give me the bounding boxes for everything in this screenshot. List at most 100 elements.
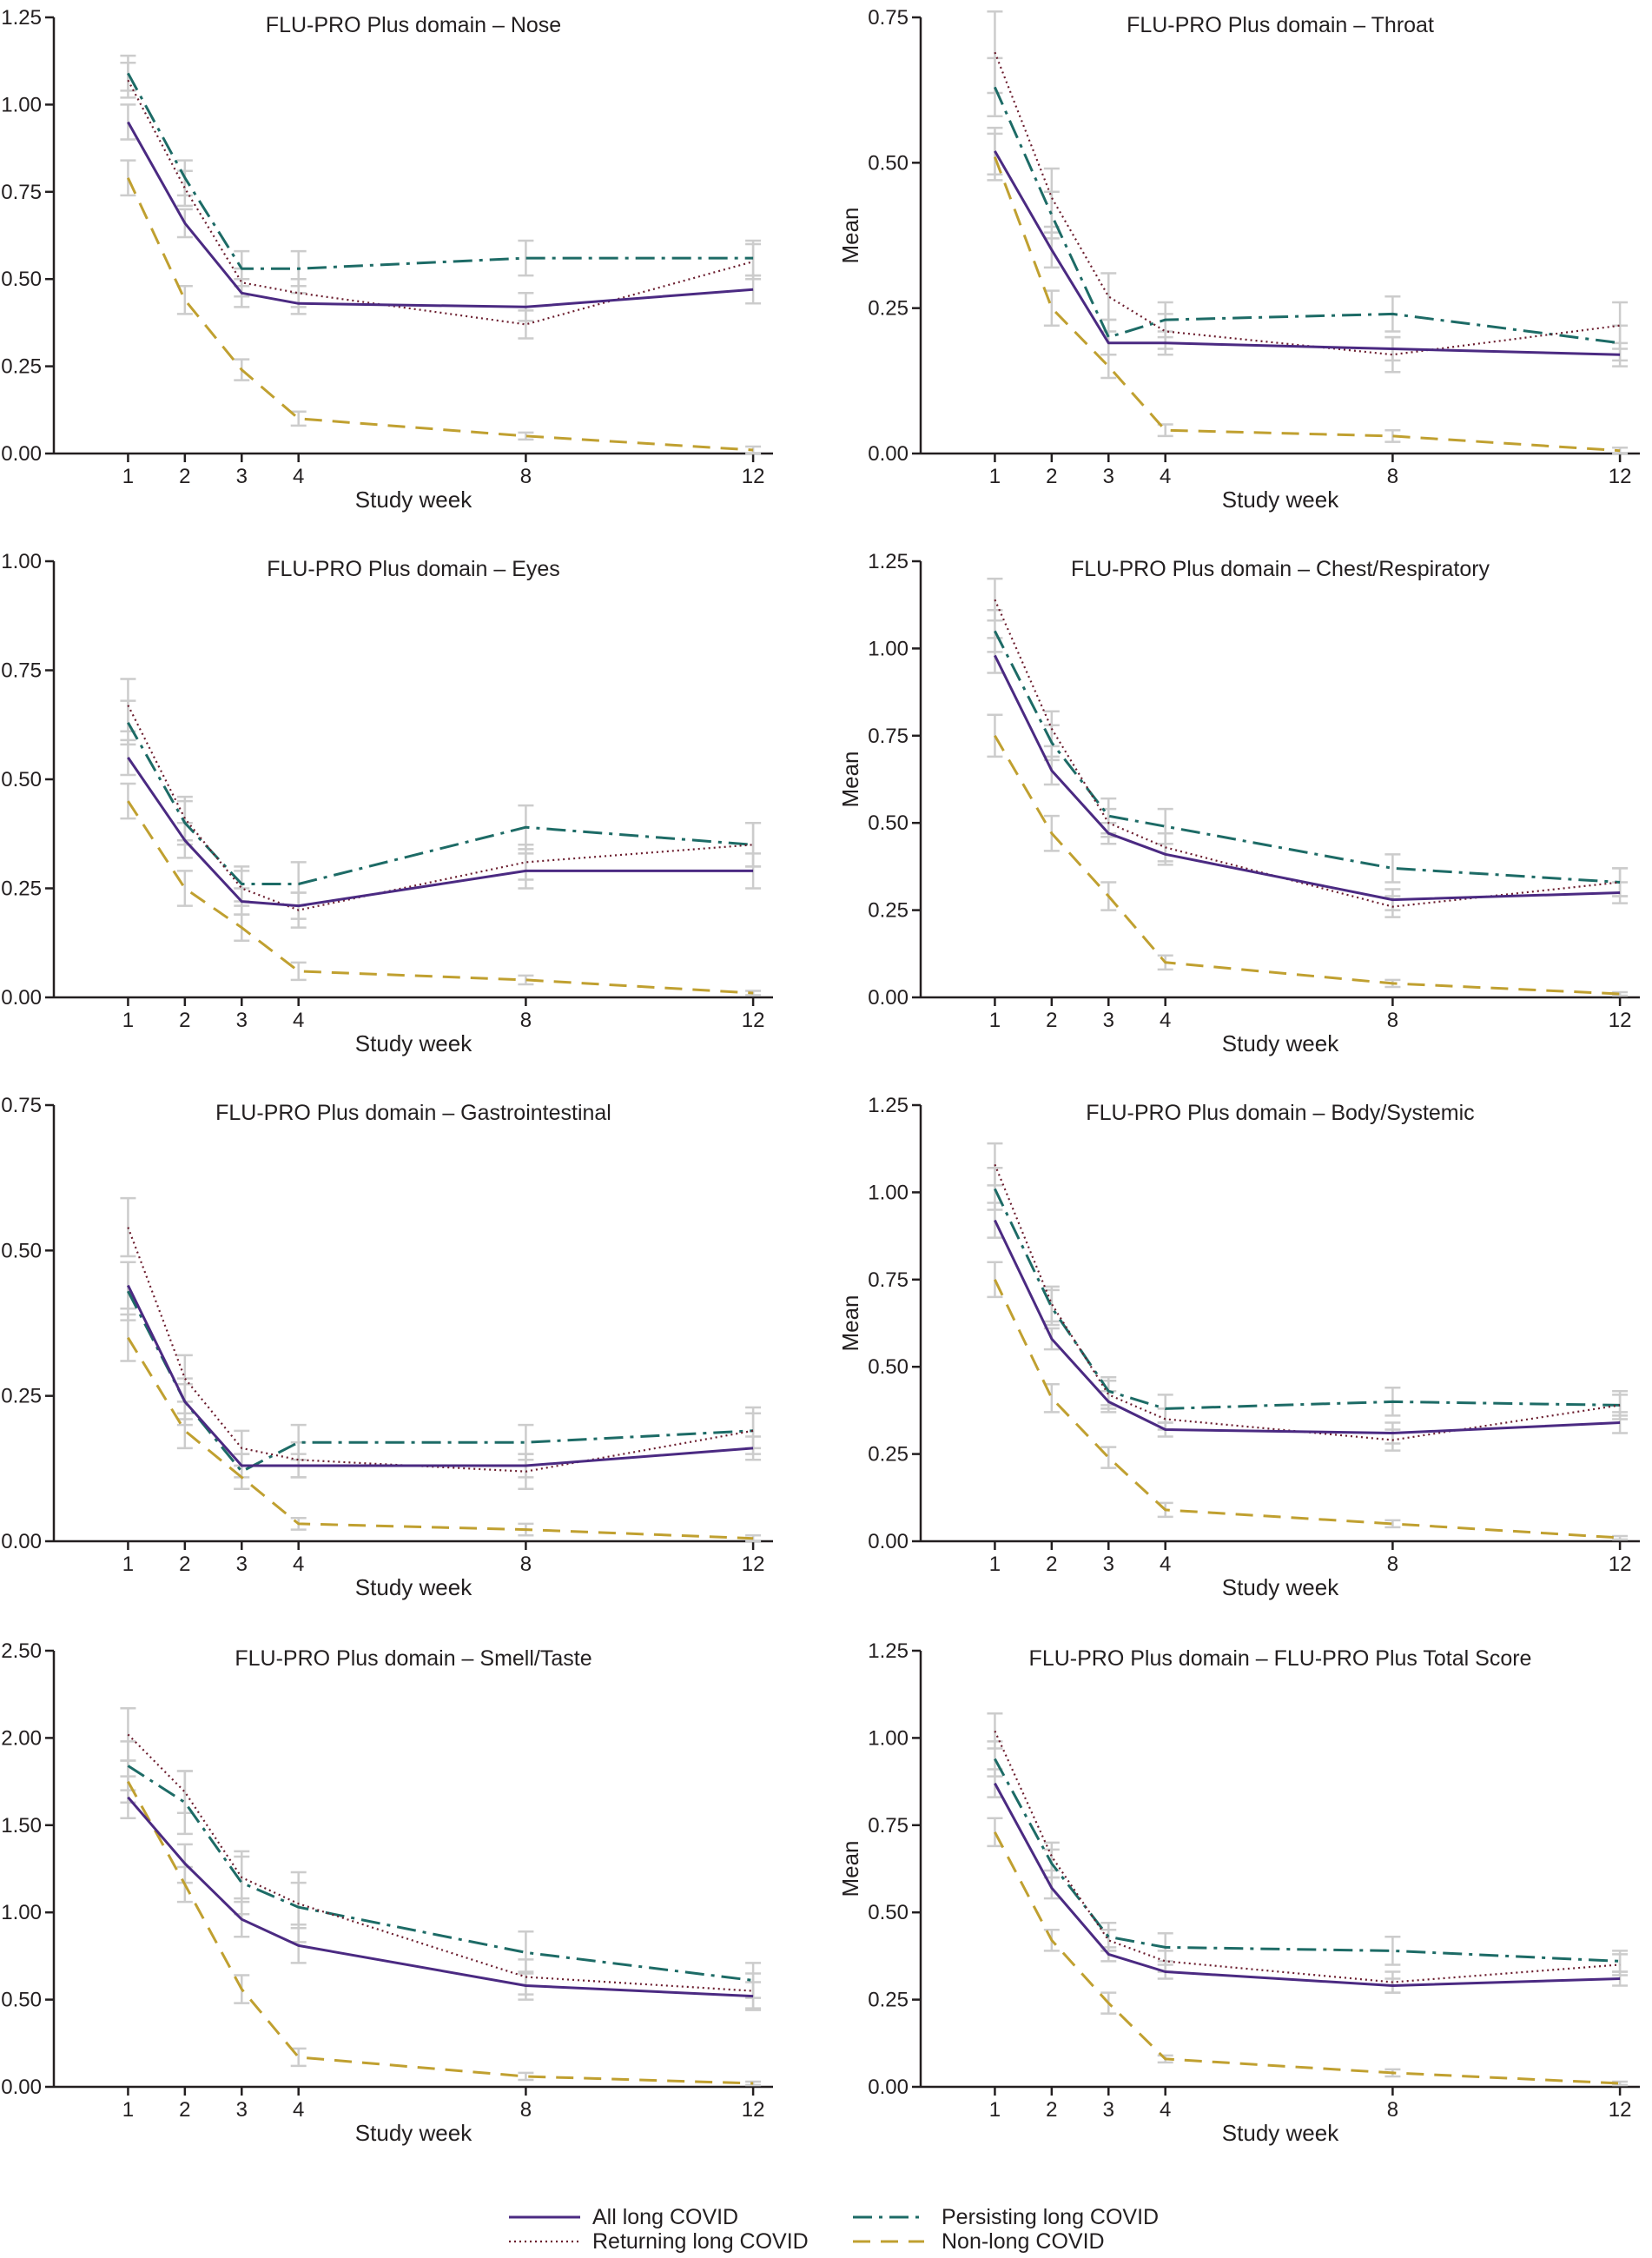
series-line <box>994 630 1621 884</box>
panel-title: FLU-PRO Plus domain – Eyes <box>267 557 560 581</box>
legend-label: Returning long COVID <box>592 2229 809 2254</box>
y-tick-label: 0.00 <box>868 2076 909 2099</box>
y-tick-label: 0.75 <box>1 659 42 683</box>
x-axis-title: Study week <box>355 487 472 513</box>
y-tick-label: 0.25 <box>1 877 42 901</box>
panel-title: FLU-PRO Plus domain – Nose <box>266 13 561 37</box>
x-axis-title: Study week <box>355 2120 472 2146</box>
y-tick-label: 0.50 <box>868 811 909 835</box>
series-line <box>994 86 1621 345</box>
x-tick-label: 2 <box>1046 1553 1057 1576</box>
y-tick-label: 1.00 <box>868 1726 909 1750</box>
y-tick-label: 1.25 <box>868 1639 909 1663</box>
y-tick-label: 0.00 <box>1 2076 42 2099</box>
y-tick-label: 0.50 <box>868 1355 909 1379</box>
y-tick-label: 0.00 <box>868 442 909 466</box>
x-tick-label: 3 <box>236 1553 248 1576</box>
series-line <box>993 156 1621 453</box>
series-line <box>994 1163 1621 1441</box>
x-tick-label: 1 <box>989 1553 1001 1576</box>
panel-title: FLU-PRO Plus domain – Smell/Taste <box>235 1646 591 1671</box>
x-tick-label: 3 <box>1103 2098 1114 2122</box>
panel-title: FLU-PRO Plus domain – Gastrointestinal <box>215 1101 611 1125</box>
x-tick-label: 4 <box>293 2098 304 2122</box>
series-line <box>994 1219 1621 1434</box>
series-line <box>127 757 754 908</box>
series-line <box>127 177 754 452</box>
x-axis-title: Study week <box>355 1574 472 1600</box>
y-tick-label: 0.00 <box>1 986 42 1010</box>
panel-title: FLU-PRO Plus domain – Chest/Respiratory <box>1071 557 1490 581</box>
y-tick-label: 0.25 <box>1 1385 42 1408</box>
x-tick-label: 8 <box>1387 2098 1398 2122</box>
x-tick-label: 1 <box>122 2098 134 2122</box>
x-axis-title: Study week <box>1222 1574 1339 1600</box>
y-tick-label: 0.50 <box>1 1239 42 1262</box>
x-tick-label: 8 <box>520 2098 532 2122</box>
x-tick-label: 1 <box>989 2098 1001 2122</box>
x-tick-label: 1 <box>122 1009 134 1032</box>
x-tick-label: 4 <box>1160 465 1171 488</box>
x-tick-label: 2 <box>1046 2098 1057 2122</box>
x-tick-label: 2 <box>1046 465 1057 488</box>
x-tick-label: 8 <box>520 1009 532 1032</box>
y-tick-label: 0.00 <box>868 1530 909 1553</box>
y-tick-label: 1.00 <box>868 1181 909 1204</box>
series-line <box>127 1765 754 1982</box>
x-tick-label: 12 <box>742 1553 765 1576</box>
x-tick-label: 12 <box>742 465 765 488</box>
series-line <box>127 1336 754 1540</box>
x-tick-label: 4 <box>293 1553 304 1576</box>
series-line <box>127 1290 754 1473</box>
series-line <box>994 1782 1621 1987</box>
x-tick-label: 12 <box>1609 1009 1632 1032</box>
series-line <box>127 72 754 270</box>
x-tick-label: 12 <box>1609 465 1632 488</box>
panel-title: FLU-PRO Plus domain – Body/Systemic <box>1086 1101 1474 1125</box>
x-tick-label: 2 <box>179 1009 190 1032</box>
y-axis-title: Mean <box>837 207 863 263</box>
y-tick-label: 0.00 <box>1 442 42 466</box>
y-tick-label: 1.00 <box>1 550 42 573</box>
x-tick-label: 2 <box>179 465 190 488</box>
series-line <box>994 599 1621 908</box>
x-tick-label: 3 <box>1103 465 1114 488</box>
series-line <box>127 79 754 326</box>
x-tick-label: 3 <box>1103 1009 1114 1032</box>
x-tick-label: 1 <box>122 1553 134 1576</box>
y-tick-label: 0.75 <box>868 725 909 748</box>
series-line <box>127 1733 754 1992</box>
y-tick-label: 1.25 <box>1 6 42 30</box>
x-tick-label: 3 <box>236 1009 248 1032</box>
series-line <box>127 1796 754 1998</box>
x-tick-label: 12 <box>1609 1553 1632 1576</box>
x-tick-label: 4 <box>293 465 304 488</box>
series-line <box>994 654 1621 902</box>
x-tick-label: 2 <box>179 1553 190 1576</box>
y-tick-label: 0.00 <box>868 986 909 1010</box>
x-tick-label: 1 <box>122 465 134 488</box>
series-line <box>127 1284 754 1467</box>
x-tick-label: 8 <box>1387 465 1398 488</box>
x-tick-label: 4 <box>293 1009 304 1032</box>
y-tick-label: 0.25 <box>868 899 909 923</box>
y-tick-label: 1.00 <box>1 93 42 116</box>
series-line <box>994 735 1621 996</box>
y-tick-label: 0.75 <box>868 6 909 30</box>
y-tick-label: 0.75 <box>868 1814 909 1838</box>
y-tick-label: 0.25 <box>868 1443 909 1467</box>
y-tick-label: 1.50 <box>1 1814 42 1838</box>
y-tick-label: 0.00 <box>1 1530 42 1553</box>
y-axis-title: Mean <box>837 751 863 807</box>
x-tick-label: 3 <box>236 465 248 488</box>
legend-label: Persisting long COVID <box>942 2205 1159 2229</box>
legend: All long COVID Persisting long COVID Retur… <box>509 2205 1159 2254</box>
